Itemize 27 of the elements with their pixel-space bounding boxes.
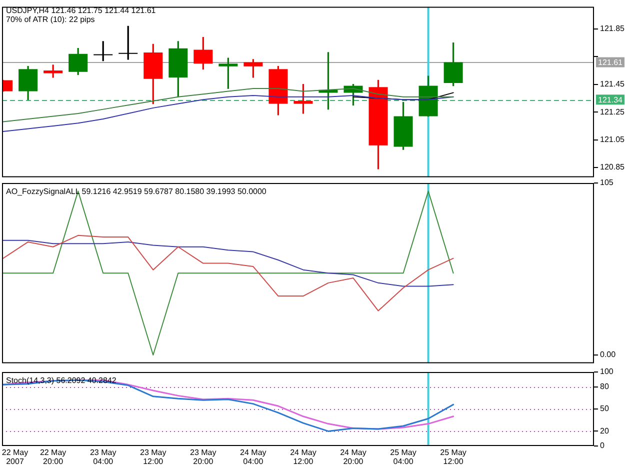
ref-line-label: 121.61 xyxy=(598,58,624,67)
y-tick-label: 80 xyxy=(600,382,610,392)
ref-line-label: 121.34 xyxy=(598,95,624,104)
y-tick-label: 121.25 xyxy=(600,107,625,116)
text: AO_FozzySignalALL 59.1216 42.9519 59.6787 80.1580 39.1993 50.0000 xyxy=(6,187,266,196)
x-tick-label: 24 May 04:00 xyxy=(239,448,268,466)
x-tick-label: 24 May 12:00 xyxy=(289,448,318,466)
y-tick-label: 0.00 xyxy=(600,350,616,360)
y-tick-label: 50 xyxy=(600,404,610,414)
x-tick-label: 22 May 20:00 xyxy=(39,448,68,466)
y-tick-label: 121.85 xyxy=(600,24,625,34)
x-tick-label: 25 May 12:00 xyxy=(439,448,468,466)
y-tick-label: 105 xyxy=(600,178,614,188)
text: 70% of ATR (10): 22 pips xyxy=(6,15,95,24)
x-tick-label: 22 May 2007 xyxy=(1,448,29,466)
y-tick-label: 120.85 xyxy=(600,162,625,172)
x-tick-label: 25 May 04:00 xyxy=(389,448,418,466)
y-tick-label: 20 xyxy=(600,426,610,436)
x-tick-label: 24 May 20:00 xyxy=(339,448,368,466)
y-tick-label: 0 xyxy=(600,441,605,450)
y-tick-label: 121.45 xyxy=(600,80,625,89)
x-tick-label: 23 May 12:00 xyxy=(139,448,168,466)
y-tick-label: 100 xyxy=(600,367,614,376)
x-tick-label: 23 May 04:00 xyxy=(89,448,118,466)
y-tick-label: 121.05 xyxy=(600,135,625,144)
chart-title: USDJPY,H4 121.46 121.75 121.44 121.61 xyxy=(6,6,156,15)
x-tick-label: 23 May 20:00 xyxy=(189,448,218,466)
